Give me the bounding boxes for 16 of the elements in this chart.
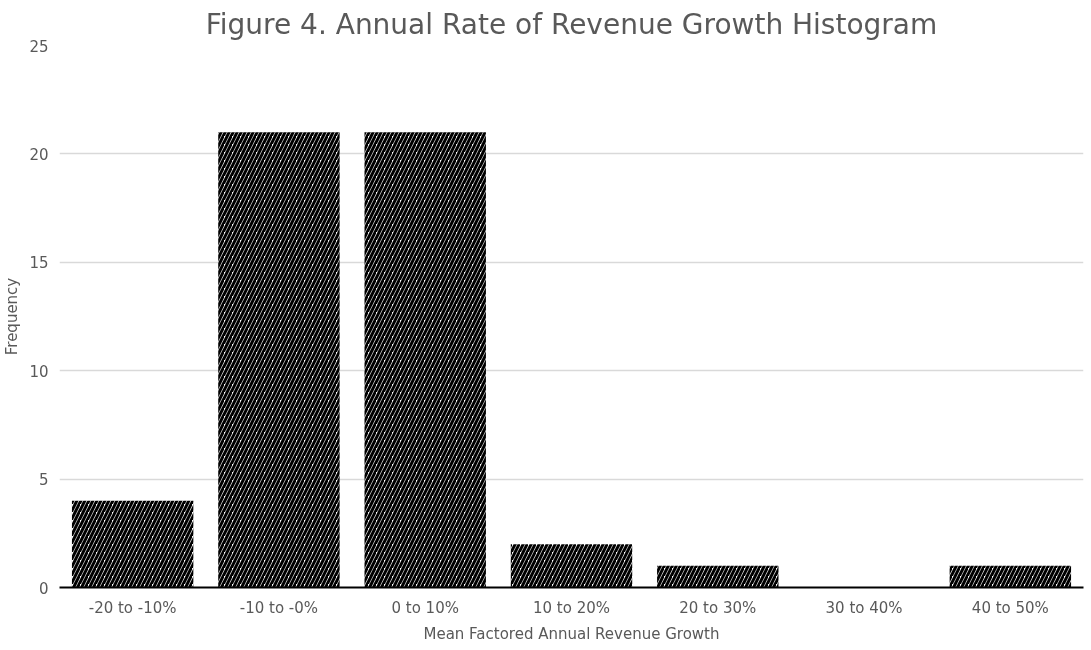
x-tick-label: 10 to 20% — [532, 598, 611, 617]
x-tick-label: 40 to 50% — [971, 598, 1049, 617]
x-tick-label: -10 to -0% — [239, 598, 319, 617]
x-tick-label: 20 to 30% — [679, 598, 757, 617]
y-tick-label: 0 — [38, 579, 49, 598]
y-tick-label: 15 — [29, 254, 49, 273]
x-axis-title: Mean Factored Annual Revenue Growth — [423, 624, 720, 643]
y-tick-label: 25 — [29, 37, 49, 56]
y-tick-label: 10 — [29, 362, 49, 381]
y-axis-title: Frequency — [3, 277, 22, 356]
x-tick-label: -20 to -10% — [88, 598, 177, 617]
x-tick-label: 0 to 10% — [391, 598, 459, 617]
y-tick-label: 20 — [29, 145, 49, 164]
chart-title: Figure 4. Annual Rate of Revenue Growth Histogram — [205, 7, 938, 41]
y-tick-label: 5 — [38, 471, 49, 490]
x-tick-label: 30 to 40% — [825, 598, 903, 617]
